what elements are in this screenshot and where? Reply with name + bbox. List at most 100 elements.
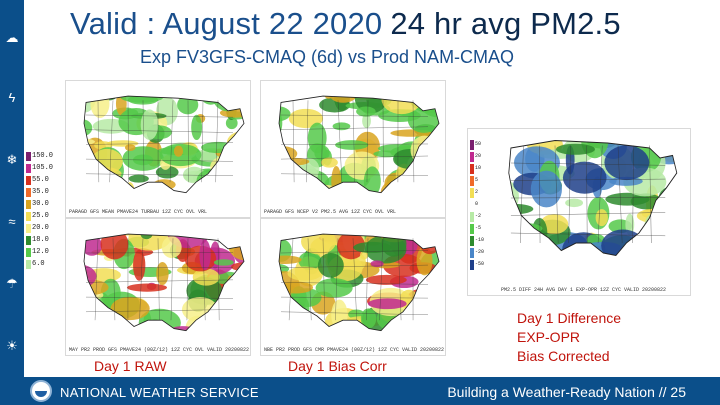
- legend-label: 5: [475, 177, 479, 183]
- snow-icon: ❄: [6, 152, 18, 167]
- legend-swatch: [470, 188, 474, 198]
- legend-item: 18.0: [26, 234, 49, 246]
- diff-scale-item: -5: [470, 223, 482, 235]
- legend-item: 55.0: [26, 174, 49, 186]
- legend-swatch: [470, 164, 474, 174]
- legend-item: 12.0: [26, 246, 49, 258]
- difference-label-line1: Day 1 Difference: [517, 310, 622, 326]
- sun-icon: ☀: [6, 338, 18, 353]
- legend-swatch: [470, 140, 474, 150]
- legend-swatch: [26, 188, 31, 197]
- title-main: Valid : August 22 2020: [70, 6, 383, 41]
- legend-swatch: [26, 164, 31, 173]
- diff-scale-item: 20: [470, 151, 482, 163]
- legend-item: 6.0: [26, 258, 45, 270]
- pm25-legend: 150.0 105.0 55.0 35.0 30.0 25.0 20.0 18.0 12.0 6.…: [26, 150, 53, 270]
- legend-swatch: [26, 176, 31, 185]
- legend-label: 20.0: [32, 224, 49, 232]
- diff-scale-item: -50: [470, 259, 484, 271]
- legend-label: 30.0: [32, 200, 49, 208]
- lightning-icon: ϟ: [8, 90, 16, 105]
- noaa-logo: [30, 380, 52, 402]
- diff-scale-item: 2: [470, 187, 480, 199]
- legend-label: 0: [475, 201, 479, 207]
- legend-label: 2: [475, 189, 479, 195]
- slide-title: Valid : August 22 2020 24 hr avg PM2.5: [70, 6, 621, 42]
- legend-swatch: [26, 224, 31, 233]
- panel-caption: MAY PR2 PROD GFS PMAVE24 (00Z/12) 12Z CY…: [69, 347, 250, 353]
- legend-label: 105.0: [32, 164, 54, 172]
- day1-raw-panel: MAY PR2 PROD GFS PMAVE24 (00Z/12) 12Z CY…: [65, 218, 251, 356]
- diff-scale-item: -2: [470, 211, 482, 223]
- exp-fv3gfs-panel: PARAGD GFS MEAN PMAVE24 TURBAU 12Z CYC O…: [65, 80, 251, 218]
- left-sidebar: ☁ ϟ ❄ ≈ ☂ ☀: [0, 0, 24, 405]
- legend-swatch: [26, 236, 31, 245]
- legend-swatch: [470, 248, 474, 258]
- legend-label: 55.0: [32, 176, 49, 184]
- diff-scale-item: 0: [470, 199, 480, 211]
- legend-item: 20.0: [26, 222, 49, 234]
- panel-caption: PARAGD GFS NCEP V2 PM2.5 AVG 12Z CYC OVL…: [264, 209, 397, 215]
- legend-swatch: [470, 224, 474, 234]
- legend-label: 6.0: [32, 260, 45, 268]
- legend-item: 35.0: [26, 186, 49, 198]
- legend-label: -10: [475, 237, 485, 243]
- legend-label: 150.0: [32, 152, 54, 160]
- panel-caption: PARAGD GFS MEAN PMAVE24 TURBAU 12Z CYC O…: [69, 209, 208, 215]
- difference-panel: 50 20 10 5 2 0 -2 -5 -10 -20 -50 PM2.5 DIFF 24H AV…: [467, 128, 691, 296]
- legend-swatch: [26, 152, 31, 161]
- diff-scale-item: 10: [470, 163, 482, 175]
- day1-raw-label: Day 1 RAW: [94, 358, 167, 374]
- legend-label: 25.0: [32, 212, 49, 220]
- day1-bias-label: Day 1 Bias Corr: [288, 358, 387, 374]
- legend-label: 50: [475, 141, 482, 147]
- diff-scale-item: -10: [470, 235, 484, 247]
- footer-agency: NATIONAL WEATHER SERVICE: [60, 385, 259, 400]
- legend-item: 30.0: [26, 198, 49, 210]
- legend-label: 18.0: [32, 236, 49, 244]
- title-emphasis: 24 hr avg PM2.5: [390, 6, 621, 41]
- rain-icon: ☂: [6, 276, 18, 291]
- legend-swatch: [26, 200, 31, 209]
- diff-scale-item: 5: [470, 175, 480, 187]
- us-map: [278, 95, 440, 194]
- us-map: [278, 233, 440, 332]
- difference-scale: 50 20 10 5 2 0 -2 -5 -10 -20 -50: [470, 139, 484, 271]
- diff-scale-item: -20: [470, 247, 484, 259]
- legend-swatch: [26, 248, 31, 257]
- slide-subtitle: Exp FV3GFS-CMAQ (6d) vs Prod NAM-CMAQ: [140, 47, 515, 67]
- legend-swatch: [470, 200, 474, 210]
- legend-swatch: [470, 212, 474, 222]
- diff-scale-item: 50: [470, 139, 482, 151]
- legend-label: 35.0: [32, 188, 49, 196]
- us-map: [83, 233, 245, 332]
- legend-item: 105.0: [26, 162, 53, 174]
- legend-label: -50: [475, 261, 485, 267]
- legend-label: -5: [475, 225, 482, 231]
- legend-swatch: [470, 176, 474, 186]
- legend-label: 20: [475, 153, 482, 159]
- difference-caption: PM2.5 DIFF 24H AVG DAY 1 EXP-OPR 12Z CYC…: [501, 287, 667, 293]
- panel-caption: NBE PR2 PROD GFS CMR PMAVE24 (00Z/12) 12…: [264, 347, 445, 353]
- wind-icon: ≈: [8, 214, 16, 229]
- legend-label: 12.0: [32, 248, 49, 256]
- difference-label-line2: EXP-OPR: [517, 329, 581, 345]
- footer-tagline: Building a Weather-Ready Nation // 25: [447, 384, 686, 400]
- cloud-icon: ☁: [5, 30, 19, 45]
- legend-swatch: [470, 236, 474, 246]
- legend-label: -2: [475, 213, 482, 219]
- day1-bias-corr-panel: NBE PR2 PROD GFS CMR PMAVE24 (00Z/12) 12…: [260, 218, 446, 356]
- legend-label: 10: [475, 165, 482, 171]
- legend-item: 25.0: [26, 210, 49, 222]
- legend-swatch: [470, 260, 474, 270]
- footer-bar: [24, 377, 720, 405]
- prod-nam-panel: PARAGD GFS NCEP V2 PM2.5 AVG 12Z CYC OVL…: [260, 80, 446, 218]
- legend-swatch: [26, 212, 31, 221]
- legend-label: -20: [475, 249, 485, 255]
- difference-label-line3: Bias Corrected: [517, 348, 610, 364]
- us-map: [83, 95, 245, 194]
- legend-swatch: [26, 260, 31, 269]
- difference-map: [508, 139, 678, 257]
- legend-swatch: [470, 152, 474, 162]
- difference-label: Day 1 Difference EXP-OPR Bias Corrected: [517, 309, 621, 366]
